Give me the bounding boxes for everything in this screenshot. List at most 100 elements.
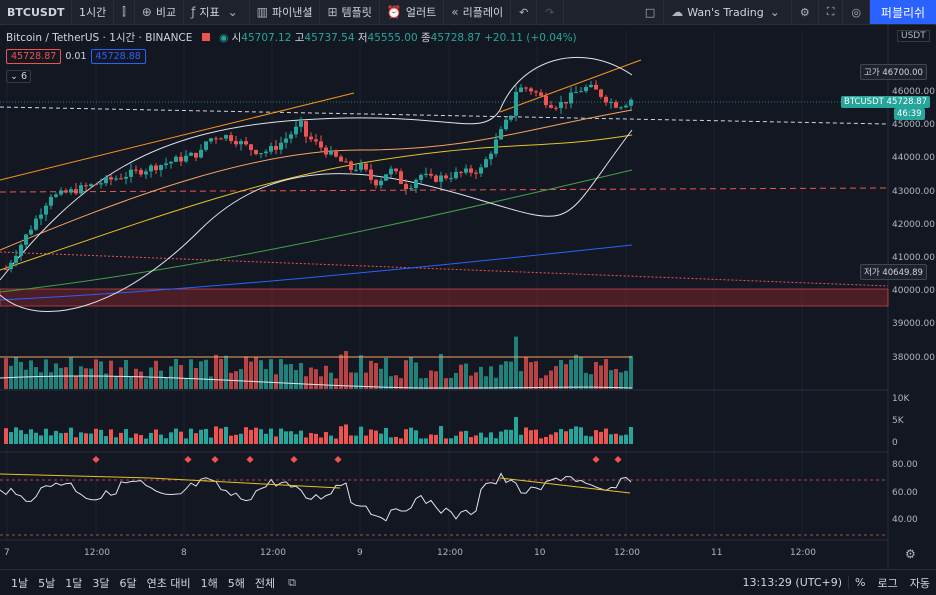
range-button[interactable]: 전체: [254, 576, 276, 590]
volume-bar: [174, 358, 178, 389]
candle-body: [109, 177, 113, 180]
buy-button[interactable]: 45728.88: [90, 49, 146, 64]
range-button[interactable]: 1해: [200, 576, 218, 590]
volume-bar: [349, 372, 353, 389]
volume-pane-bar: [189, 428, 193, 444]
log-toggle[interactable]: 로그: [877, 576, 898, 590]
volume-bar: [139, 371, 143, 389]
candle-body: [334, 150, 338, 157]
undo-icon[interactable]: ↶: [511, 0, 538, 24]
volume-bar: [534, 361, 538, 389]
volume-pane-bar: [174, 428, 178, 444]
candle-body: [129, 169, 133, 177]
candle-body: [464, 168, 468, 173]
range-button[interactable]: 연초 대비: [146, 576, 191, 590]
candle-body: [559, 102, 563, 109]
volume-pane-bar: [4, 428, 8, 444]
candle-body: [79, 185, 83, 194]
volume-pane-bar: [279, 428, 283, 444]
candle-body: [19, 244, 23, 256]
candle-body: [604, 96, 608, 103]
volume-bar: [379, 368, 383, 389]
ohlc-values: 시45707.12 고45737.54 저45555.00 종45728.87 …: [232, 32, 577, 44]
change-value: +20.11 (+0.04%): [484, 32, 577, 44]
volume-bar: [214, 354, 218, 389]
candle-body: [309, 136, 313, 140]
replay-label: 리플레이: [462, 6, 504, 19]
candle-style-icon[interactable]: ⫿: [114, 0, 135, 24]
volume-pane-bar: [339, 426, 343, 444]
redo-icon[interactable]: ↷: [537, 0, 564, 24]
volume-bar: [419, 378, 423, 389]
volume-bar: [369, 360, 373, 389]
candle-body: [124, 176, 128, 179]
volume-bar: [609, 370, 613, 389]
volume-bar: [329, 372, 333, 389]
percent-toggle[interactable]: %: [848, 576, 871, 589]
alert-button[interactable]: ⏰ 얼러트: [380, 0, 445, 24]
volume-bar: [134, 368, 138, 389]
volume-pane-bar: [389, 437, 393, 444]
chart-canvas[interactable]: ⚙: [0, 25, 936, 569]
candle-body: [319, 141, 323, 148]
volume-bar: [234, 371, 238, 389]
candle-body: [299, 121, 303, 127]
volume-bar: [574, 354, 578, 389]
volume-bar: [399, 378, 403, 389]
settings-gear-icon[interactable]: ⚙: [792, 0, 819, 24]
volume-bar: [449, 377, 453, 389]
symbol-title[interactable]: Bitcoin / TetherUS · 1시간 · BINANCE: [6, 32, 193, 44]
candle-body: [339, 156, 343, 162]
range-button[interactable]: 3달: [92, 576, 110, 590]
volume-pane-bar: [254, 427, 258, 444]
range-button[interactable]: 1달: [65, 576, 83, 590]
time-tick-label: 12:00: [84, 548, 110, 558]
sell-button[interactable]: 45728.87: [6, 49, 62, 64]
candle-body: [304, 121, 308, 137]
range-button[interactable]: 1날: [11, 576, 29, 590]
candle-body: [349, 161, 353, 170]
range-button[interactable]: 5해: [227, 576, 245, 590]
templates-button[interactable]: ⊞ 템플릿: [320, 0, 380, 24]
layout-name-button[interactable]: ☁ Wan's Trading ⌄: [664, 0, 792, 24]
layout-square-icon[interactable]: □: [637, 0, 665, 24]
volume-bar: [559, 359, 563, 389]
trend-line-red: [0, 251, 889, 287]
volume-bar: [124, 359, 128, 389]
currency-label[interactable]: USDT: [897, 30, 930, 42]
pine-button[interactable]: ▥ 파이낸셜: [250, 0, 321, 24]
publish-button[interactable]: 퍼블리쉬: [870, 0, 936, 24]
indicator-collapse-toggle[interactable]: ⌄ 6: [6, 70, 32, 83]
clock-label[interactable]: 13:13:29 (UTC+9): [742, 576, 843, 589]
volume-pane-bar: [609, 434, 613, 444]
candle-body: [234, 140, 238, 145]
volume-pane-bar: [184, 438, 188, 444]
auto-toggle[interactable]: 자동: [909, 576, 930, 590]
candle-body: [539, 92, 543, 96]
volume-pane-bar: [229, 435, 233, 444]
interval-button[interactable]: 1시간: [72, 0, 115, 24]
symbol-search-button[interactable]: BTCUSDT: [0, 0, 72, 24]
date-range-icon[interactable]: ⧉: [288, 575, 296, 589]
candle-body: [264, 151, 268, 154]
volume-pane-bar: [429, 434, 433, 444]
volume-pane-bar: [394, 436, 398, 444]
volume-pane-bar: [474, 435, 478, 444]
range-button[interactable]: 5날: [38, 576, 56, 590]
replay-button[interactable]: « 리플레이: [444, 0, 512, 24]
volume-pane-bar: [489, 432, 493, 444]
fullscreen-icon[interactable]: ⛶: [819, 0, 844, 24]
candle-body: [449, 178, 453, 180]
range-button[interactable]: 6달: [119, 576, 137, 590]
camera-icon[interactable]: ◎: [843, 0, 870, 24]
volume-bar: [79, 366, 83, 389]
candle-body: [494, 139, 498, 154]
volume-pane-bar: [219, 428, 223, 444]
volume-pane-bar: [539, 438, 543, 444]
cloud-icon: ☁: [671, 5, 684, 19]
volume-pane-bar: [29, 429, 33, 444]
compare-button[interactable]: ⊕ 비교: [135, 0, 185, 24]
high-tag-label: 고가: [864, 68, 880, 78]
ma-blue: [0, 244, 633, 301]
indicators-button[interactable]: ƒ 지표 ⌄: [184, 0, 250, 24]
